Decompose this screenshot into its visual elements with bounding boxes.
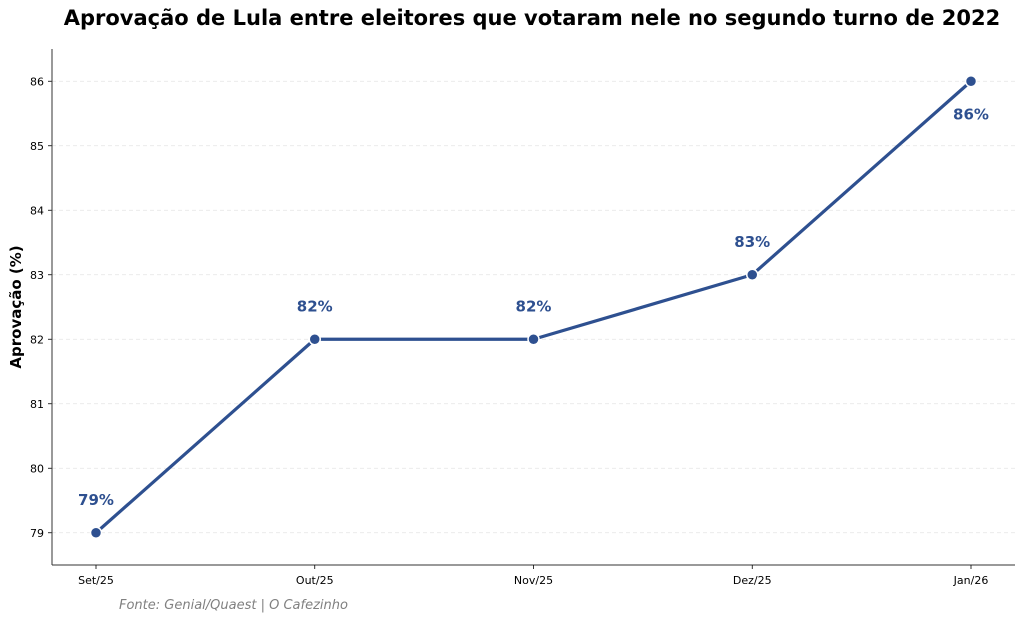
x-tick-label: Set/25: [78, 574, 114, 587]
data-label: 82%: [516, 297, 552, 315]
x-tick-label: Jan/26: [953, 574, 989, 587]
y-tick-label: 80: [30, 462, 44, 475]
y-tick-label: 82: [30, 333, 44, 346]
data-point: [527, 333, 540, 346]
y-tick-label: 85: [30, 140, 44, 153]
y-tick-label: 81: [30, 398, 44, 411]
data-point: [89, 526, 103, 539]
data-point: [308, 333, 321, 346]
x-tick-label: Dez/25: [733, 574, 772, 587]
chart-title: Aprovação de Lula entre eleitores que vo…: [63, 6, 1001, 30]
y-tick-label: 86: [30, 75, 44, 88]
x-tick-label: Nov/25: [514, 574, 553, 587]
data-point: [964, 75, 978, 88]
y-tick-label: 84: [30, 204, 44, 217]
data-label: 82%: [297, 297, 333, 315]
data-label: 83%: [734, 233, 770, 251]
y-tick-label: 83: [30, 269, 44, 282]
y-tick-label: 79: [30, 527, 44, 540]
x-tick-label: Out/25: [296, 574, 334, 587]
source-note: Fonte: Genial/Quaest | O Cafezinho: [119, 598, 348, 613]
data-label: 79%: [78, 491, 114, 509]
y-axis-label: Aprovação (%): [7, 245, 25, 368]
data-label: 86%: [953, 105, 989, 123]
data-point: [746, 268, 759, 281]
